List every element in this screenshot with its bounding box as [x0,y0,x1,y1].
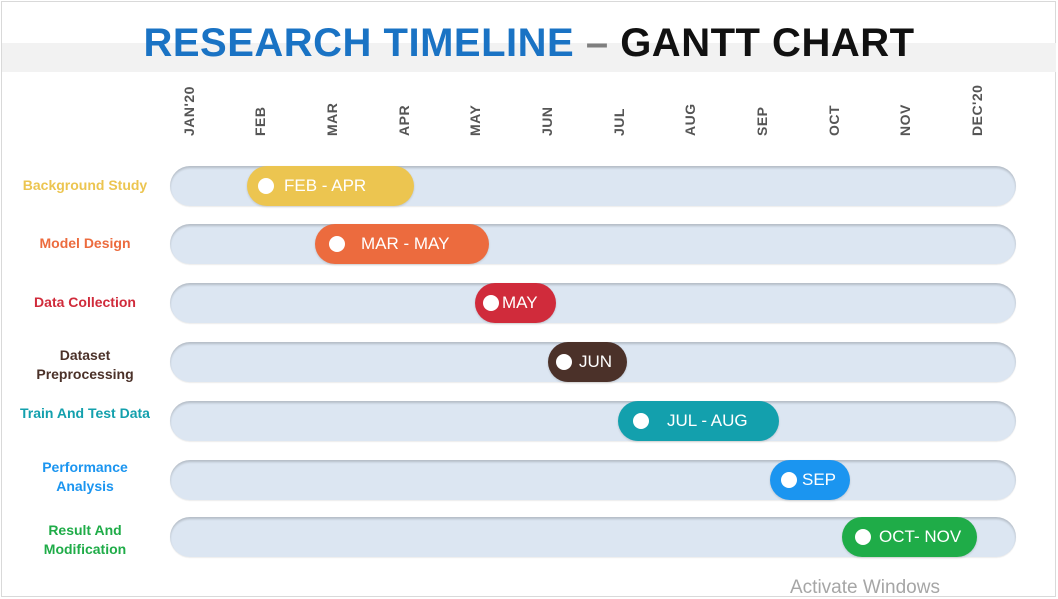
timeline-track-model-design [170,224,1016,264]
activate-windows-watermark: Activate Windows [790,577,940,598]
bar-start-dot [556,354,572,370]
timeline-track-performance-analysis [170,460,1016,500]
gantt-bar-data-collection[interactable]: MAY [475,283,556,323]
title-separator: – [574,21,621,65]
gantt-bar-dataset-preprocessing[interactable]: JUN [548,342,627,382]
bar-start-dot [855,529,871,545]
bar-range-label: JUL - AUG [667,411,748,430]
title-band [2,43,1056,72]
bar-range-label: MAR - MAY [361,234,450,253]
bar-start-dot [483,295,499,311]
row-label-dataset-preprocessing: Dataset Preprocessing [36,347,134,382]
row-label-background-study: Background Study [22,177,148,193]
bar-range-label: MAY [502,293,538,312]
row-label-result-and-modification: Result And Modification [43,522,127,557]
page-title: RESEARCH TIMELINE – GANTT CHART [0,18,1058,68]
timeline-track-data-collection [170,283,1016,323]
bar-range-label: FEB - APR [284,176,367,195]
gantt-bar-model-design[interactable]: MAR - MAY [315,224,489,264]
gantt-bar-train-and-test-data[interactable]: JUL - AUG [618,401,779,441]
timeline-track-train-and-test-data [170,401,1016,441]
row-label-data-collection: Data Collection [34,294,136,310]
row-label-performance-analysis: Performance Analysis [42,459,128,494]
bar-range-label: JUN [579,352,613,371]
title-part-research-timeline: RESEARCH TIMELINE [143,21,575,65]
gantt-bar-performance-analysis[interactable]: SEP [770,460,850,500]
bar-start-dot [258,178,274,194]
bar-range-label: OCT- NOV [879,527,962,546]
gantt-bar-result-and-modification[interactable]: OCT- NOV [842,517,977,557]
bar-start-dot [633,413,649,429]
row-label-model-design: Model Design [39,235,131,251]
bar-range-label: SEP [802,470,837,489]
bar-start-dot [781,472,797,488]
bar-start-dot [329,236,345,252]
row-label-train-and-test-data: Train And Test Data [20,405,150,421]
title-part-gantt-chart: GANTT CHART [620,21,915,65]
gantt-bar-background-study[interactable]: FEB - APR [247,166,414,206]
